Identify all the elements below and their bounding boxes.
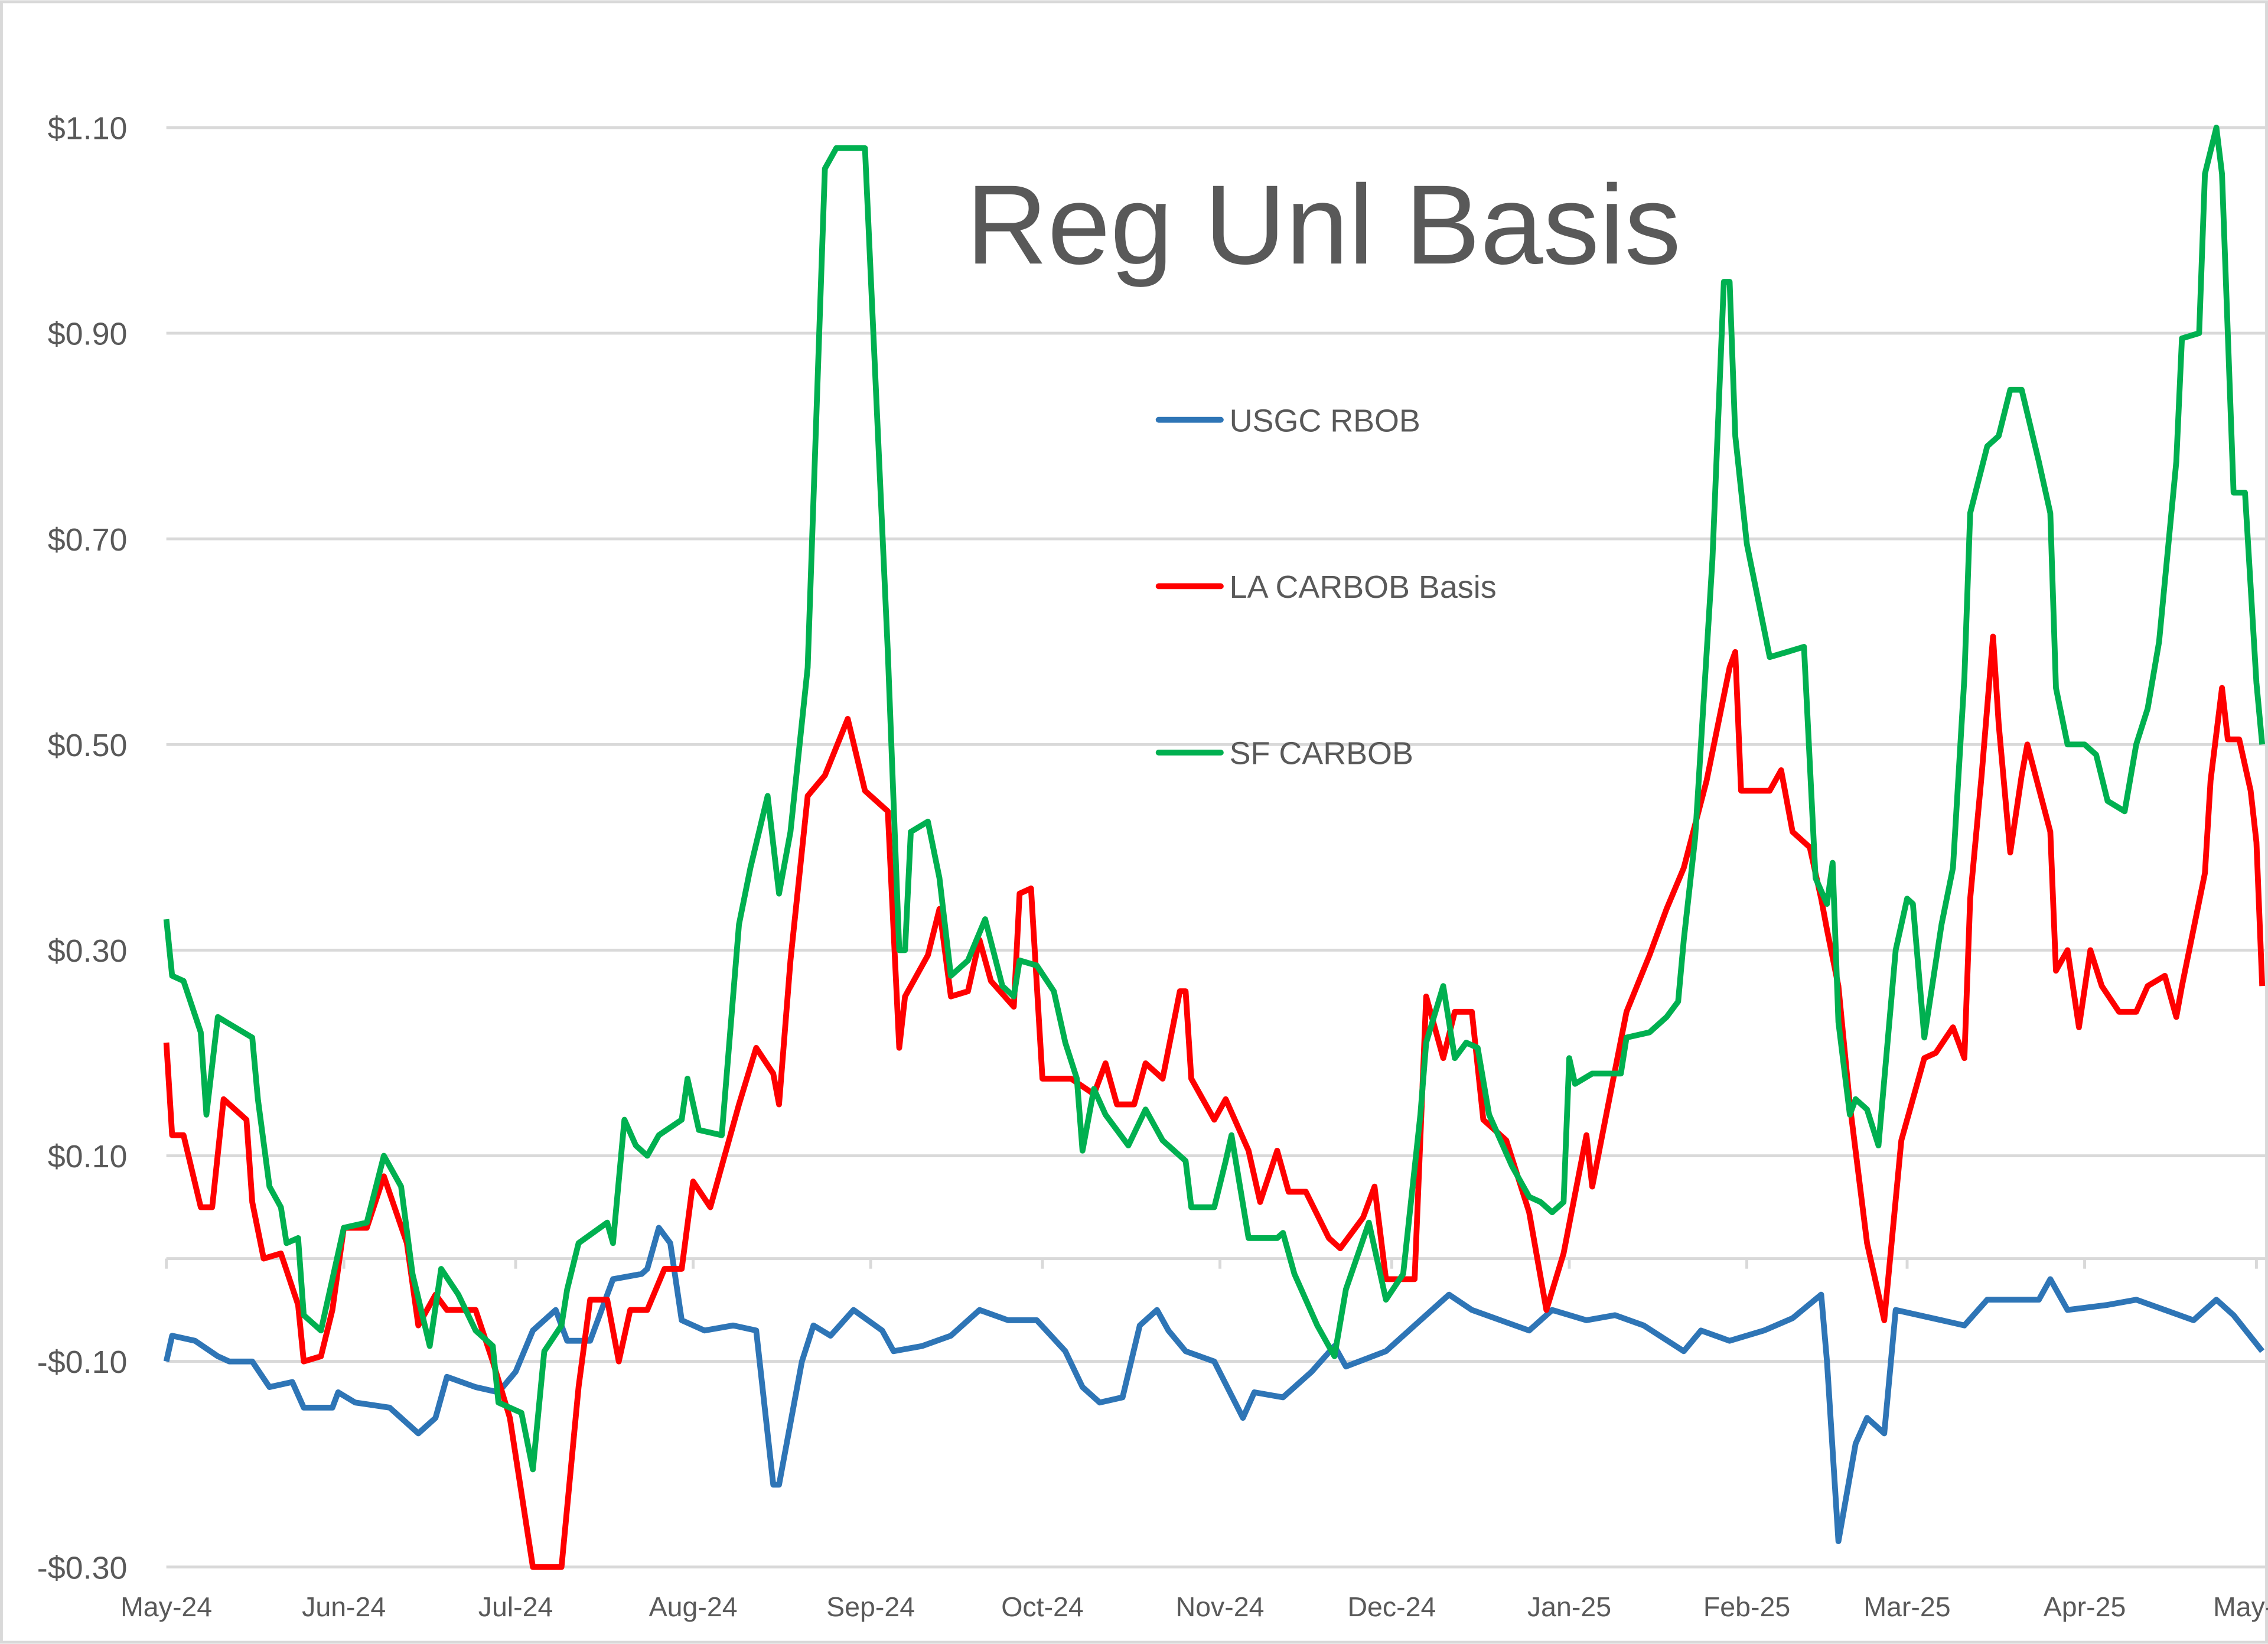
y-tick-label: $0.70 <box>48 522 128 558</box>
x-tick-label: Sep-24 <box>826 1591 915 1622</box>
x-tick-label: May-25 <box>2213 1591 2268 1622</box>
y-tick-label: $0.10 <box>48 1139 128 1174</box>
x-tick-label: Feb-25 <box>1703 1591 1790 1622</box>
x-tick-label: Mar-25 <box>1863 1591 1950 1622</box>
y-tick-label: -$0.10 <box>37 1345 128 1380</box>
chart-title: Reg Unl Basis <box>966 162 1681 288</box>
x-tick-label: Apr-25 <box>2044 1591 2126 1622</box>
series-line-la-carbob-basis <box>163 633 2266 1570</box>
series-line-usgc-rbob <box>163 1225 2265 1545</box>
legend-label-la-carbob-basis: LA CARBOB Basis <box>1230 569 1497 605</box>
y-tick-label: $0.90 <box>48 317 128 352</box>
y-tick-label: $1.10 <box>48 111 128 147</box>
x-tick-label: Jun-24 <box>302 1591 386 1622</box>
series-lines <box>163 125 2266 1570</box>
x-axis: May-24 Jun-24 Jul-24 Aug-24 Sep-24 Oct-24 Nov-… <box>120 1257 2268 1622</box>
legend-label-usgc-rbob: USGC RBOB <box>1230 403 1420 438</box>
x-tick-label: Oct-24 <box>1001 1591 1084 1622</box>
legend-label-sf-carbob: SF CARBOB <box>1230 736 1413 771</box>
x-tick-label: Nov-24 <box>1176 1591 1265 1622</box>
y-tick-label: $0.30 <box>48 933 128 969</box>
y-axis-ticks: $1.10 $0.90 $0.70 $0.50 $0.30 $0.10 -$0.10 -$0.… <box>37 111 128 1586</box>
series-line-sf-carbob <box>163 125 2266 1473</box>
x-tick-label: May-24 <box>120 1591 212 1622</box>
gridlines <box>166 126 2268 1569</box>
x-tick-label: Jul-24 <box>478 1591 553 1622</box>
y-tick-label: $0.50 <box>48 728 128 763</box>
x-tick-label: Jan-25 <box>1527 1591 1611 1622</box>
x-tick-label: Dec-24 <box>1347 1591 1436 1622</box>
y-tick-label: -$0.30 <box>37 1550 128 1586</box>
legend: USGC RBOB LA CARBOB Basis SF CARBOB <box>1155 403 1497 771</box>
x-tick-label: Aug-24 <box>649 1591 738 1622</box>
